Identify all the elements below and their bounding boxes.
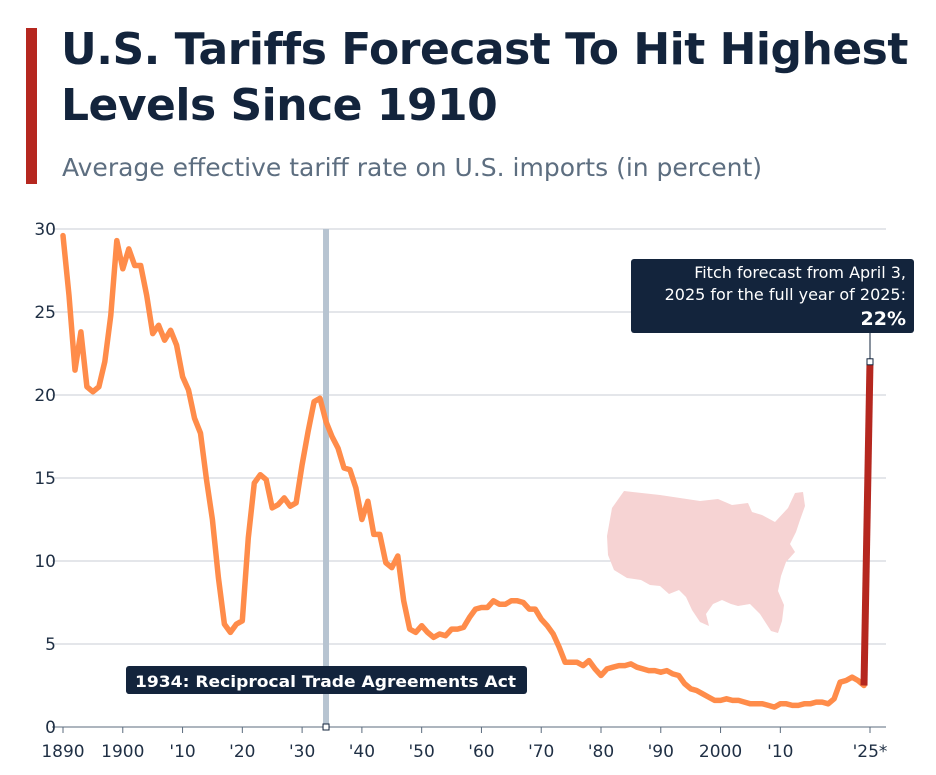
annotation-1934: 1934: Reciprocal Trade Agreements Act <box>126 666 527 694</box>
x-tick-label: '70 <box>528 742 554 762</box>
title-accent-bar <box>26 28 37 184</box>
forecast-value-label: 22% <box>861 308 906 330</box>
y-tick-label: 0 <box>45 718 56 738</box>
x-tick-label: '50 <box>409 742 435 762</box>
y-tick-label: 30 <box>34 220 56 240</box>
x-tick-label: '90 <box>648 742 674 762</box>
us-map-icon <box>607 491 805 633</box>
y-tick-label: 25 <box>34 303 56 323</box>
y-tick-label: 20 <box>34 386 56 406</box>
forecast-label-line-2: 2025 for the full year of 2025: <box>665 285 906 304</box>
y-axis-ticks: 0 5 10 15 20 25 30 <box>34 220 56 738</box>
x-tick-label: '30 <box>289 742 315 762</box>
x-tick-label: '60 <box>468 742 494 762</box>
x-tick-label: 1900 <box>101 742 144 762</box>
highlight-marker-1934 <box>322 723 330 731</box>
x-tick-label: '10 <box>169 742 195 762</box>
annotation-1934-label: 1934: Reciprocal Trade Agreements Act <box>135 672 516 691</box>
annotation-forecast: Fitch forecast from April 3, 2025 for th… <box>631 259 914 359</box>
x-tick-label: '20 <box>229 742 255 762</box>
tariff-rate-line <box>60 232 867 710</box>
x-tick-label: 1890 <box>41 742 84 762</box>
x-tick-label: '80 <box>588 742 614 762</box>
x-axis-ticks: 1890 1900 '10 '20 '30 '40 '50 '60 '70 '80 '90 2000 '… <box>41 727 887 762</box>
highlight-band-1934 <box>323 229 330 727</box>
x-tick-label: 2000 <box>699 742 742 762</box>
x-tick-label: '10 <box>767 742 793 762</box>
chart-subtitle: Average effective tariff rate on U.S. im… <box>62 153 763 182</box>
forecast-label-line-1: Fitch forecast from April 3, <box>694 263 906 282</box>
y-tick-label: 5 <box>45 635 56 655</box>
x-tick-label: '25* <box>853 742 888 762</box>
chart-title: U.S. Tariffs Forecast To Hit Highest Lev… <box>61 24 908 131</box>
y-tick-label: 15 <box>34 469 56 489</box>
y-tick-label: 10 <box>34 552 56 572</box>
x-tick-label: '40 <box>349 742 375 762</box>
forecast-line <box>860 361 874 686</box>
forecast-point-marker <box>866 358 874 366</box>
